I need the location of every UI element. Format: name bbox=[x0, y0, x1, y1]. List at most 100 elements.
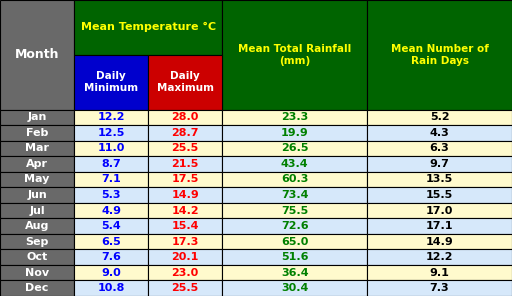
Text: 14.2: 14.2 bbox=[172, 205, 199, 215]
Bar bbox=[74, 55, 148, 110]
Text: 7.6: 7.6 bbox=[101, 252, 121, 262]
Text: Month: Month bbox=[15, 48, 59, 61]
Text: 5.4: 5.4 bbox=[101, 221, 121, 231]
Bar bbox=[148, 234, 222, 249]
Text: 15.4: 15.4 bbox=[172, 221, 199, 231]
Text: 12.2: 12.2 bbox=[426, 252, 453, 262]
Bar bbox=[222, 110, 367, 125]
Text: 6.3: 6.3 bbox=[430, 143, 450, 153]
Text: 23.3: 23.3 bbox=[281, 112, 308, 122]
Bar bbox=[74, 249, 148, 265]
Bar bbox=[367, 0, 512, 110]
Bar bbox=[367, 156, 512, 172]
Text: 9.0: 9.0 bbox=[101, 268, 121, 278]
Text: 36.4: 36.4 bbox=[281, 268, 308, 278]
Bar bbox=[148, 280, 222, 296]
Bar bbox=[367, 187, 512, 203]
Bar bbox=[0, 0, 74, 110]
Bar bbox=[0, 156, 74, 172]
Bar bbox=[74, 141, 148, 156]
Bar bbox=[74, 187, 148, 203]
Text: Daily
Minimum: Daily Minimum bbox=[84, 71, 138, 93]
Bar bbox=[367, 110, 512, 125]
Bar bbox=[148, 203, 222, 218]
Bar bbox=[222, 172, 367, 187]
Text: Jun: Jun bbox=[27, 190, 47, 200]
Text: 60.3: 60.3 bbox=[281, 174, 308, 184]
Bar bbox=[0, 110, 74, 125]
Text: 21.5: 21.5 bbox=[172, 159, 199, 169]
Bar bbox=[222, 156, 367, 172]
Bar bbox=[148, 156, 222, 172]
Bar bbox=[222, 125, 367, 141]
Bar bbox=[74, 203, 148, 218]
Text: 5.2: 5.2 bbox=[430, 112, 450, 122]
Text: 17.1: 17.1 bbox=[426, 221, 453, 231]
Bar bbox=[0, 280, 74, 296]
Text: 7.3: 7.3 bbox=[430, 283, 450, 293]
Bar bbox=[222, 141, 367, 156]
Text: 73.4: 73.4 bbox=[281, 190, 308, 200]
Text: 14.9: 14.9 bbox=[172, 190, 199, 200]
Bar bbox=[74, 218, 148, 234]
Text: 8.7: 8.7 bbox=[101, 159, 121, 169]
Bar bbox=[74, 156, 148, 172]
Text: 30.4: 30.4 bbox=[281, 283, 308, 293]
Text: 12.2: 12.2 bbox=[97, 112, 125, 122]
Text: 6.5: 6.5 bbox=[101, 237, 121, 247]
Text: Sep: Sep bbox=[25, 237, 49, 247]
Bar bbox=[0, 172, 74, 187]
Text: Jul: Jul bbox=[29, 205, 45, 215]
Text: Mar: Mar bbox=[25, 143, 49, 153]
Bar bbox=[0, 203, 74, 218]
Bar bbox=[367, 141, 512, 156]
Bar bbox=[0, 141, 74, 156]
Bar bbox=[222, 249, 367, 265]
Bar bbox=[367, 203, 512, 218]
Text: 10.8: 10.8 bbox=[97, 283, 125, 293]
Text: 26.5: 26.5 bbox=[281, 143, 308, 153]
Bar bbox=[148, 141, 222, 156]
Bar bbox=[148, 110, 222, 125]
Text: 17.3: 17.3 bbox=[172, 237, 199, 247]
Bar bbox=[222, 187, 367, 203]
Text: 9.1: 9.1 bbox=[430, 268, 450, 278]
Text: 15.5: 15.5 bbox=[426, 190, 453, 200]
Text: May: May bbox=[25, 174, 50, 184]
Bar bbox=[0, 187, 74, 203]
Bar bbox=[0, 125, 74, 141]
Bar bbox=[367, 249, 512, 265]
Bar bbox=[0, 265, 74, 280]
Text: 17.5: 17.5 bbox=[172, 174, 199, 184]
Text: 5.3: 5.3 bbox=[101, 190, 121, 200]
Bar bbox=[367, 265, 512, 280]
Bar bbox=[148, 218, 222, 234]
Text: Apr: Apr bbox=[26, 159, 48, 169]
Bar bbox=[148, 125, 222, 141]
Bar bbox=[367, 280, 512, 296]
Text: 43.4: 43.4 bbox=[281, 159, 308, 169]
Bar bbox=[148, 187, 222, 203]
Bar bbox=[0, 234, 74, 249]
Text: Mean Total Rainfall
(mm): Mean Total Rainfall (mm) bbox=[238, 44, 351, 66]
Text: Mean Number of
Rain Days: Mean Number of Rain Days bbox=[391, 44, 488, 66]
Text: 4.3: 4.3 bbox=[430, 128, 450, 138]
Text: 14.9: 14.9 bbox=[425, 237, 454, 247]
Bar bbox=[74, 280, 148, 296]
Text: Oct: Oct bbox=[27, 252, 48, 262]
Text: Mean Temperature °C: Mean Temperature °C bbox=[80, 22, 216, 33]
Text: 75.5: 75.5 bbox=[281, 205, 308, 215]
Text: 4.9: 4.9 bbox=[101, 205, 121, 215]
Text: Feb: Feb bbox=[26, 128, 48, 138]
Text: Aug: Aug bbox=[25, 221, 49, 231]
Bar bbox=[222, 0, 367, 110]
Bar bbox=[148, 55, 222, 110]
Bar bbox=[148, 265, 222, 280]
Bar bbox=[222, 234, 367, 249]
Bar bbox=[367, 218, 512, 234]
Text: 28.0: 28.0 bbox=[172, 112, 199, 122]
Text: 72.6: 72.6 bbox=[281, 221, 308, 231]
Bar bbox=[222, 280, 367, 296]
Bar bbox=[222, 203, 367, 218]
Text: 17.0: 17.0 bbox=[426, 205, 453, 215]
